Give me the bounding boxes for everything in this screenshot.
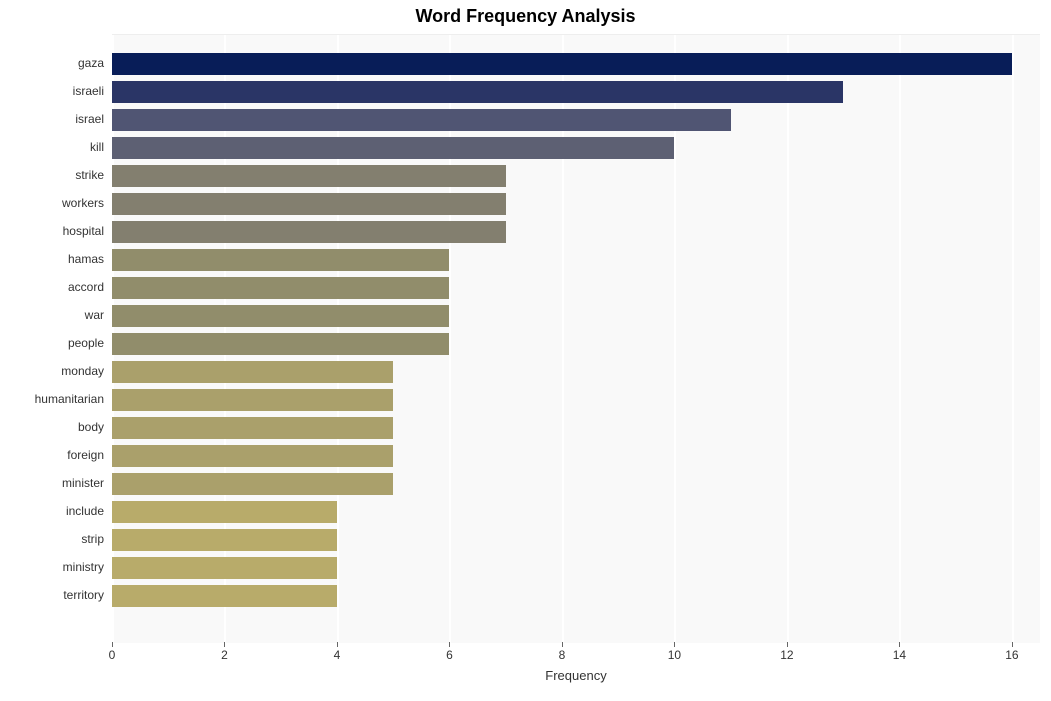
bar	[112, 165, 506, 187]
gridline	[787, 35, 789, 643]
y-tick-label: kill	[0, 140, 104, 154]
y-tick-label: hospital	[0, 224, 104, 238]
x-tick-label: 8	[542, 648, 582, 662]
x-tick-label: 2	[204, 648, 244, 662]
bar	[112, 473, 393, 495]
bar	[112, 53, 1012, 75]
x-tick-label: 12	[767, 648, 807, 662]
y-tick-label: foreign	[0, 448, 104, 462]
plot-area	[112, 34, 1040, 643]
bar	[112, 277, 449, 299]
x-tick-label: 4	[317, 648, 357, 662]
bar	[112, 193, 506, 215]
y-tick-label: strike	[0, 168, 104, 182]
y-tick-label: workers	[0, 196, 104, 210]
y-tick-label: humanitarian	[0, 392, 104, 406]
y-tick-label: war	[0, 308, 104, 322]
bar	[112, 109, 731, 131]
y-tick-label: strip	[0, 532, 104, 546]
bar	[112, 221, 506, 243]
bar	[112, 445, 393, 467]
gridline	[1012, 35, 1014, 643]
x-tick	[787, 642, 788, 647]
bar	[112, 305, 449, 327]
y-tick-label: israel	[0, 112, 104, 126]
bar	[112, 137, 674, 159]
gridline	[899, 35, 901, 643]
chart-container: Word Frequency Analysis Frequency 0 2 4 6 8 1…	[0, 0, 1051, 701]
bar	[112, 585, 337, 607]
x-tick-label: 6	[429, 648, 469, 662]
y-tick-label: ministry	[0, 560, 104, 574]
bar	[112, 417, 393, 439]
y-tick-label: territory	[0, 588, 104, 602]
x-tick	[224, 642, 225, 647]
y-tick-label: hamas	[0, 252, 104, 266]
x-tick-label: 0	[92, 648, 132, 662]
bar	[112, 81, 843, 103]
bar	[112, 333, 449, 355]
chart-title: Word Frequency Analysis	[0, 6, 1051, 27]
x-tick	[1012, 642, 1013, 647]
bar	[112, 501, 337, 523]
x-tick	[899, 642, 900, 647]
x-axis-label: Frequency	[112, 668, 1040, 683]
y-tick-label: monday	[0, 364, 104, 378]
x-tick	[562, 642, 563, 647]
bar	[112, 361, 393, 383]
bar	[112, 529, 337, 551]
x-tick	[449, 642, 450, 647]
x-tick	[674, 642, 675, 647]
x-tick-label: 10	[654, 648, 694, 662]
x-tick-label: 16	[992, 648, 1032, 662]
y-tick-label: body	[0, 420, 104, 434]
bar	[112, 557, 337, 579]
x-tick-label: 14	[879, 648, 919, 662]
y-tick-label: gaza	[0, 56, 104, 70]
x-tick	[337, 642, 338, 647]
y-tick-label: minister	[0, 476, 104, 490]
bar	[112, 389, 393, 411]
x-tick	[112, 642, 113, 647]
y-tick-label: israeli	[0, 84, 104, 98]
y-tick-label: people	[0, 336, 104, 350]
y-tick-label: accord	[0, 280, 104, 294]
bar	[112, 249, 449, 271]
y-tick-label: include	[0, 504, 104, 518]
